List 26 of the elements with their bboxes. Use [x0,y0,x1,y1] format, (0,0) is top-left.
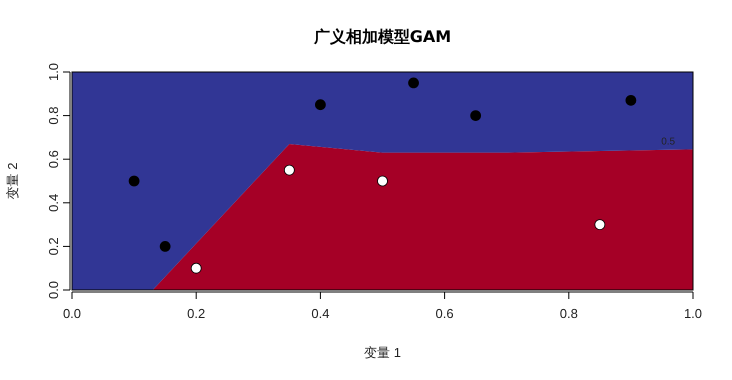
x-tick-label: 0.2 [187,306,206,321]
point [160,241,171,252]
annotation: 0.5 [661,136,676,148]
y-tick-label: 0.0 [46,280,61,300]
point [408,78,419,88]
y-axis-title: 变量 2 [5,162,20,200]
y-tick-label: 0.6 [46,150,61,168]
point [315,99,326,110]
point [470,110,482,121]
x-tick-label: 0.0 [62,306,82,321]
x-tick-label: 0.4 [311,306,330,321]
y-tick-label: 0.2 [46,237,61,256]
y-tick-label: 1.0 [46,62,61,82]
x-tick-label: 0.8 [560,306,578,321]
point [626,94,636,106]
point [377,176,388,186]
x-tick-label: 0.6 [436,306,454,321]
x-axis-title: 变量 1 [364,345,401,360]
y-tick-label: 0.8 [46,106,61,125]
chart-title: 广义相加模型GAM [312,27,452,46]
point [128,176,140,186]
y-tick-label: 0.4 [46,194,61,212]
point [284,164,295,176]
point [190,262,202,274]
x-tick-label: 1.0 [684,306,702,321]
point [594,219,606,230]
